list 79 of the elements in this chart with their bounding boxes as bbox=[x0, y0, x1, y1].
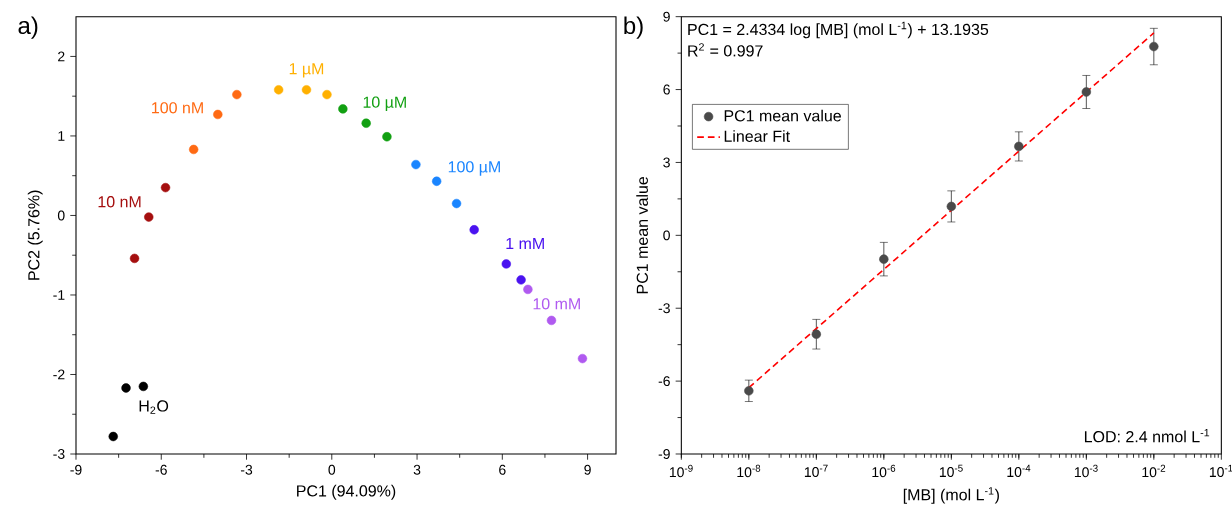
point bbox=[501, 259, 511, 269]
y-tick-label: -3 bbox=[53, 449, 65, 459]
x-tick-label: 3 bbox=[413, 464, 421, 475]
x-tick-label: 10$^{-9}$ bbox=[669, 464, 693, 478]
y-tick-label: 0 bbox=[57, 210, 65, 221]
point bbox=[577, 353, 588, 364]
point bbox=[160, 182, 171, 193]
x-tick-label: 10$^{-7}$ bbox=[804, 464, 828, 478]
point bbox=[322, 89, 332, 100]
series-label: 10 nM bbox=[98, 196, 141, 208]
point bbox=[744, 386, 754, 396]
x-tick-label: -3 bbox=[240, 464, 253, 475]
point bbox=[451, 198, 462, 209]
point bbox=[523, 284, 533, 295]
annotation: LOD: 2.4 nmol L$^{-1}$ bbox=[1084, 429, 1210, 443]
y-tick-label: -3 bbox=[658, 303, 670, 314]
annotation: PC1 = 2.4334 log [MB] (mol L$^{-1}$) + 13.1935 bbox=[688, 21, 989, 39]
point bbox=[946, 201, 956, 212]
point bbox=[1081, 87, 1092, 97]
point bbox=[811, 329, 821, 339]
series-label: 100 µM bbox=[448, 161, 500, 176]
annotation: R$^{2}$ = 0.997 bbox=[688, 43, 763, 57]
x-tick-label: 10$^{-4}$ bbox=[1007, 464, 1031, 478]
x-tick-label: 10$^{-1}$ bbox=[1209, 464, 1232, 478]
series-label: H$_{2}$O bbox=[139, 400, 169, 414]
point bbox=[432, 176, 442, 186]
point bbox=[1149, 41, 1159, 52]
x-tick-label: 10$^{-5}$ bbox=[939, 464, 963, 478]
point bbox=[411, 159, 421, 170]
point bbox=[338, 104, 348, 114]
point bbox=[879, 254, 889, 264]
point bbox=[121, 383, 131, 393]
y-tick-label: 6 bbox=[663, 84, 670, 95]
point bbox=[138, 381, 149, 392]
legend-label: PC1 mean value bbox=[724, 109, 841, 122]
y-tick-label: -1 bbox=[53, 290, 65, 300]
point bbox=[232, 89, 242, 100]
point bbox=[516, 275, 526, 285]
point bbox=[129, 253, 140, 264]
series-label: 1 mM bbox=[506, 238, 544, 250]
x-tick-label: 10$^{-8}$ bbox=[737, 464, 761, 478]
point bbox=[108, 431, 118, 442]
x-tick-label: -6 bbox=[155, 464, 167, 475]
legend-label: Linear Fit bbox=[724, 130, 790, 142]
x-tick-label: 10$^{-6}$ bbox=[872, 464, 896, 478]
point bbox=[546, 315, 557, 326]
x-axis-title: [MB] (mol L$^{-1}$) bbox=[903, 487, 999, 504]
series-label: 1 µM bbox=[289, 63, 324, 78]
x-tick-label: 0 bbox=[328, 464, 336, 475]
y-tick-label: 3 bbox=[663, 157, 670, 168]
x-tick-label: 10$^{-2}$ bbox=[1142, 464, 1166, 478]
y-tick-label: 1 bbox=[58, 131, 65, 141]
point bbox=[1014, 141, 1024, 152]
y-tick-label: -2 bbox=[53, 369, 65, 380]
point bbox=[213, 109, 223, 120]
point bbox=[382, 132, 392, 142]
point bbox=[188, 144, 199, 155]
y-tick-label: 9 bbox=[663, 11, 670, 22]
chart-title: b) bbox=[624, 16, 643, 39]
y-tick-label: -9 bbox=[658, 449, 670, 459]
x-tick-label: 6 bbox=[499, 464, 506, 475]
x-tick-label: 9 bbox=[584, 464, 591, 475]
x-tick-label: 10$^{-3}$ bbox=[1074, 464, 1098, 478]
y-tick-label: 0 bbox=[663, 230, 670, 241]
x-tick-label: -9 bbox=[70, 464, 82, 475]
point bbox=[273, 85, 284, 95]
series-label: 10 mM bbox=[533, 298, 580, 310]
chart-title: a) bbox=[18, 16, 38, 39]
y-tick-label: -6 bbox=[658, 376, 670, 387]
series-label: 10 µM bbox=[363, 96, 406, 111]
point bbox=[301, 85, 312, 95]
x-axis-title: PC1 (94.09%) bbox=[297, 484, 396, 500]
y-axis-title: PC2 (5.76%) bbox=[27, 190, 43, 280]
point bbox=[361, 118, 371, 128]
y-axis-title: PC1 mean value bbox=[636, 176, 648, 294]
point bbox=[469, 225, 479, 235]
series-label: 100 nM bbox=[152, 102, 203, 114]
y-tick-label: 2 bbox=[58, 51, 65, 62]
point bbox=[144, 212, 154, 222]
